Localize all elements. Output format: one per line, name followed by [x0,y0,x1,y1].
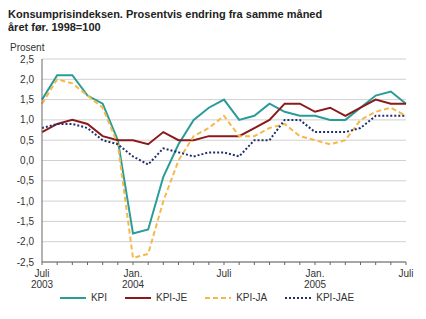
svg-text:2,5: 2,5 [20,54,34,65]
svg-text:-2,0: -2,0 [17,236,35,247]
svg-text:2,0: 2,0 [20,74,34,85]
svg-text:1,5: 1,5 [20,94,34,105]
html-text:KPI-JE: KPI-JE [156,292,188,303]
svg-text:Juli: Juli [216,268,231,279]
html-text:KPI: KPI [90,292,107,303]
svg-text:Jan.2004: Jan.2004 [122,268,145,290]
html-text:KPI-JAE: KPI-JAE [316,292,355,303]
html-text:Prosent: Prosent [10,42,45,53]
svg-text:Jan.2005: Jan.2005 [304,268,327,290]
svg-text:-1,5: -1,5 [17,216,35,227]
html-text:Konsumprisindeksen. Prosentvis: Konsumprisindeksen. Prosentvis endring f… [8,8,323,33]
svg-text:-1,0: -1,0 [17,196,35,207]
svg-text:Juli: Juli [398,268,413,279]
svg-text:0,5: 0,5 [20,135,34,146]
svg-text:0,0: 0,0 [20,155,34,166]
svg-text:-0,5: -0,5 [17,175,35,186]
svg-text:1,0: 1,0 [20,114,34,125]
html-text:KPI-JA: KPI-JA [236,292,268,303]
svg-text:Juli2003: Juli2003 [31,268,54,290]
svg-text:-2,5: -2,5 [17,257,35,268]
